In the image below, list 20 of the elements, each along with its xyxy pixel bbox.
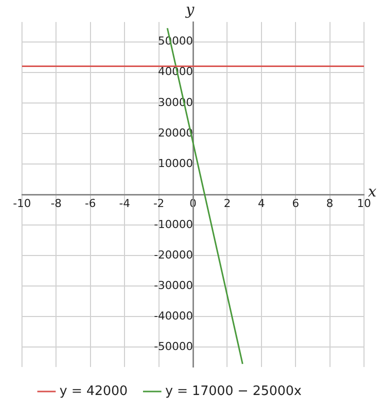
x-tick-label: 6 [292,196,300,210]
x-axis-title: x [368,182,377,200]
x-tick-label: -6 [84,196,96,210]
x-tick-label: 2 [224,196,231,210]
y-tick-label: -10000 [154,218,193,231]
y-tick-label: -20000 [154,248,193,262]
x-tick-label: -8 [50,196,62,210]
y-tick-label: 10000 [158,156,193,170]
legend-label: y = 17000 − 25000x [165,384,302,399]
x-tick-label: -10 [13,196,31,210]
y-tick-label: -40000 [154,309,193,322]
x-tick-label: -4 [119,196,130,210]
y-tick-label: -50000 [154,340,193,354]
y-tick-label: -30000 [154,278,193,292]
y-axis-title: y [184,0,195,18]
x-tick-label: -2 [153,196,164,210]
x-tick-label: 8 [326,196,334,210]
legend-label: y = 42000 [60,384,128,399]
x-tick-label: 10 [357,196,371,210]
x-tick-label: 4 [258,196,265,210]
